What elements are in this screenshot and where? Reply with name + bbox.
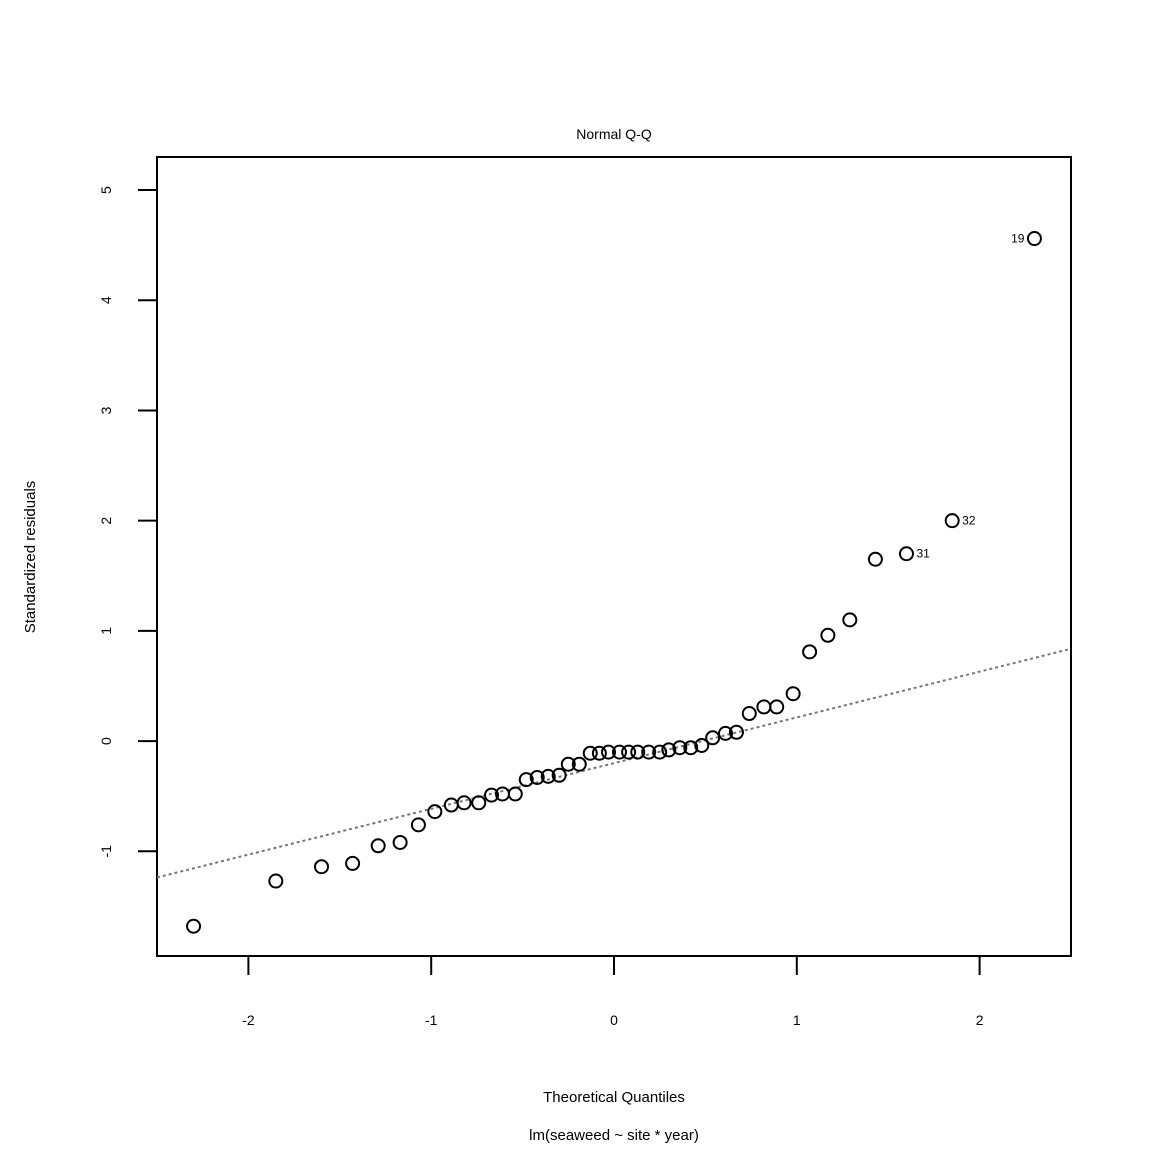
points-layer (186, 231, 1042, 934)
data-point (741, 706, 757, 722)
data-point (672, 740, 688, 756)
data-point (314, 859, 330, 875)
y-tick-label: 1 (98, 627, 114, 635)
data-point (785, 686, 801, 702)
data-point (728, 724, 744, 740)
y-tick-label: 0 (98, 737, 114, 745)
data-point (268, 873, 284, 889)
qq-reference-line (156, 647, 1072, 879)
data-point (641, 744, 657, 760)
data-point (456, 795, 472, 811)
chart-subtitle: lm(seaweed ~ site * year) (529, 1127, 699, 1144)
data-point (507, 786, 523, 802)
reference-line-layer (156, 647, 1072, 879)
data-point (443, 797, 459, 813)
data-point (345, 855, 361, 871)
data-point (1026, 231, 1042, 247)
point-label: 31 (916, 547, 930, 561)
x-tick-label: 0 (610, 1012, 618, 1028)
data-point (560, 756, 576, 772)
y-axis: -1 0 1 2 3 4 5 (98, 186, 157, 858)
data-point (705, 730, 721, 746)
data-point (756, 699, 772, 715)
data-point (551, 767, 567, 783)
data-point (601, 744, 617, 760)
data-point (630, 744, 646, 760)
plot-frame (156, 156, 1072, 957)
point-label: 32 (962, 514, 976, 528)
x-axis: -2 -1 0 1 2 (242, 956, 984, 1028)
data-point (898, 546, 914, 562)
x-axis-label: Theoretical Quantiles (543, 1089, 685, 1106)
y-tick-label: 3 (98, 406, 114, 414)
data-point (867, 551, 883, 567)
data-point (392, 834, 408, 850)
data-point (611, 744, 627, 760)
x-tick-label: 1 (793, 1012, 801, 1028)
data-point (518, 772, 534, 788)
x-tick-label: 2 (976, 1012, 984, 1028)
data-point (718, 725, 734, 741)
data-point (529, 769, 545, 785)
data-point (410, 817, 426, 833)
point-label: 19 (1011, 232, 1025, 246)
y-tick-label: 5 (98, 186, 114, 194)
data-point (944, 513, 960, 529)
data-point (694, 738, 710, 754)
data-point (571, 756, 587, 772)
data-point (652, 744, 668, 760)
data-point (427, 804, 443, 820)
y-tick-label: 2 (98, 517, 114, 525)
data-point (661, 742, 677, 758)
data-point (820, 627, 836, 643)
x-tick-label: -2 (242, 1012, 255, 1028)
data-point (769, 699, 785, 715)
data-point (802, 644, 818, 660)
data-point (582, 745, 598, 761)
data-point (683, 740, 699, 756)
y-tick-label: -1 (98, 845, 114, 858)
data-point (591, 745, 607, 761)
x-tick-label: -1 (425, 1012, 438, 1028)
data-point (186, 918, 202, 934)
point-labels-layer: 19 32 31 (916, 232, 1024, 561)
y-axis-label: Standardized residuals (22, 481, 39, 634)
data-point (540, 768, 556, 784)
data-point (484, 787, 500, 803)
y-tick-label: 4 (98, 296, 114, 304)
data-point (370, 838, 386, 854)
data-point (621, 744, 637, 760)
data-point (842, 612, 858, 628)
chart-title: Normal Q-Q (576, 126, 652, 142)
data-point (471, 795, 487, 811)
